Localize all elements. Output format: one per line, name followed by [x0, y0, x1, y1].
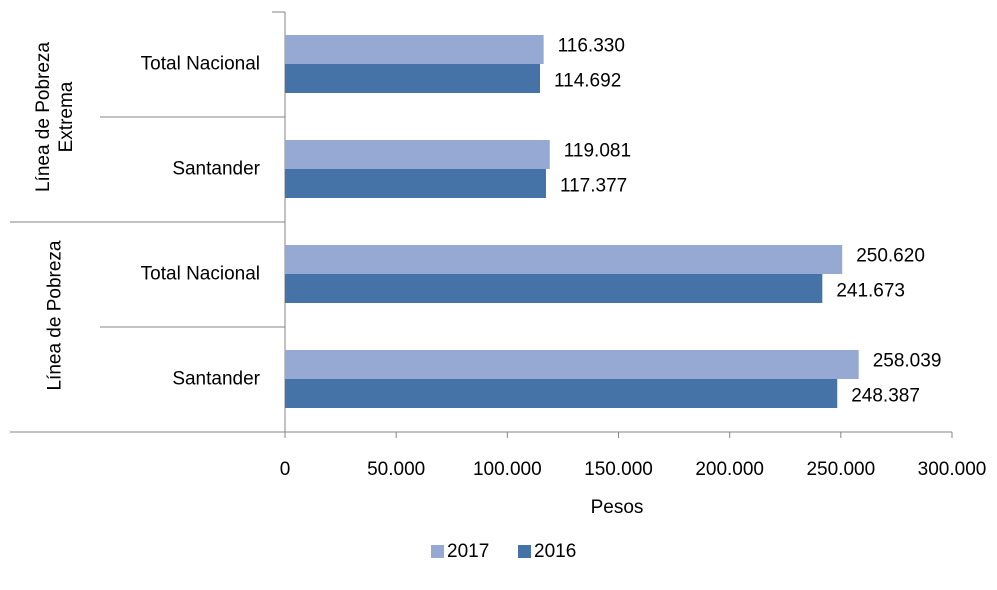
- value-label: 248.387: [851, 386, 920, 407]
- x-axis-title: Pesos: [591, 497, 644, 518]
- bar: [285, 169, 546, 198]
- category-label: Total Nacional: [141, 54, 260, 75]
- legend-label: 2016: [534, 541, 576, 562]
- value-label: 116.330: [558, 36, 625, 57]
- group-label: Línea de Pobreza: [44, 240, 66, 391]
- x-tick-label: 300.000: [918, 459, 987, 480]
- bar: [285, 274, 823, 303]
- value-label: 258.039: [873, 351, 942, 372]
- bar: [285, 245, 843, 274]
- legend-label: 2017: [447, 541, 489, 562]
- value-label: 241.673: [836, 281, 905, 302]
- x-tick-label: 50.000: [367, 459, 425, 480]
- x-tick-label: 250.000: [806, 459, 875, 480]
- value-label: 119.081: [564, 141, 631, 162]
- category-label: Santander: [172, 159, 260, 180]
- value-label: 250.620: [856, 246, 925, 267]
- x-tick-label: 200.000: [695, 459, 764, 480]
- legend-swatch: [518, 545, 531, 558]
- x-tick-label: 150.000: [584, 459, 653, 480]
- x-tick-label: 0: [280, 459, 291, 480]
- legend-swatch: [431, 545, 444, 558]
- category-label: Santander: [172, 369, 260, 390]
- bar: [285, 64, 540, 93]
- bar: [285, 350, 859, 379]
- group-label: Línea de Pobreza Extrema: [33, 42, 77, 193]
- x-tick-label: 100.000: [473, 459, 542, 480]
- value-label: 117.377: [560, 176, 627, 197]
- category-label: Total Nacional: [141, 264, 260, 285]
- bar: [285, 379, 838, 408]
- bar: [285, 35, 544, 64]
- bar: [285, 140, 550, 169]
- value-label: 114.692: [554, 71, 621, 92]
